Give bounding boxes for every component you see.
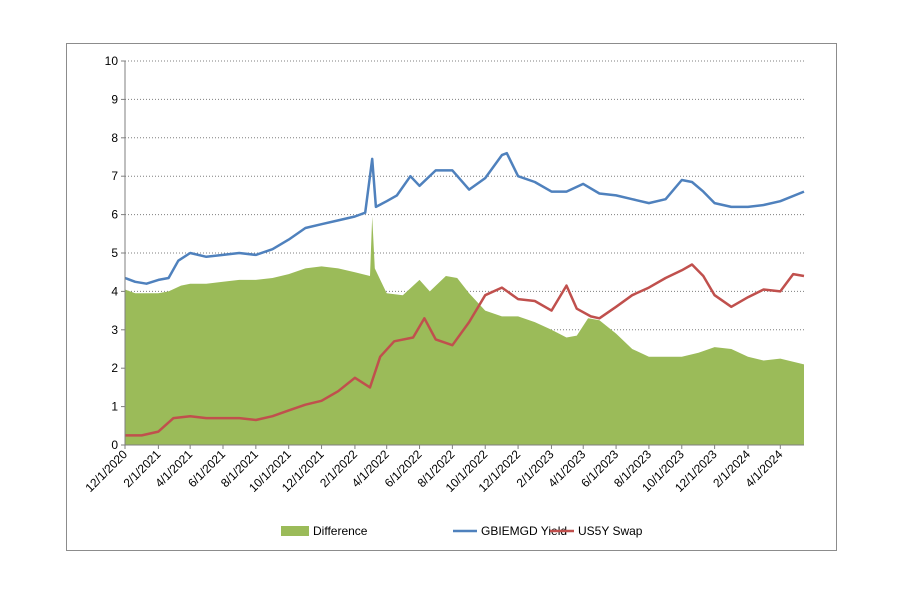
y-tick-label: 2 (111, 361, 118, 375)
y-tick-label: 7 (111, 169, 118, 183)
y-tick-label: 0 (111, 438, 118, 452)
series-area-difference (125, 216, 804, 445)
y-tick-label: 3 (111, 323, 118, 337)
y-tick-label: 10 (105, 54, 119, 68)
y-tick-label: 5 (111, 246, 118, 260)
legend-key-difference (281, 526, 309, 536)
legend: Difference GBIEMGD Yield US5Y Swap (281, 524, 643, 538)
legend-label: Difference (313, 524, 368, 538)
legend-label: GBIEMGD Yield (481, 524, 567, 538)
chart-frame: 0 1 2 3 4 5 6 7 8 9 10 12/1/2020 2/1/2021 4/1/2021 6/1… (66, 43, 837, 551)
y-tick-label: 4 (111, 284, 118, 298)
x-tick-label: 12/1/2020 (82, 447, 130, 495)
legend-label: US5Y Swap (578, 524, 643, 538)
series-group (124, 151, 805, 445)
series-line-gbiemgd-yield (124, 151, 805, 285)
y-tick-label: 8 (111, 131, 118, 145)
y-tick-label: 6 (111, 208, 118, 222)
y-tick-label: 1 (111, 400, 118, 414)
y-tick-label: 9 (111, 92, 118, 106)
chart-svg: 01234567891012/1/20202/1/20214/1/20216/1… (82, 54, 805, 538)
series-line-us5y-swap (125, 263, 805, 437)
